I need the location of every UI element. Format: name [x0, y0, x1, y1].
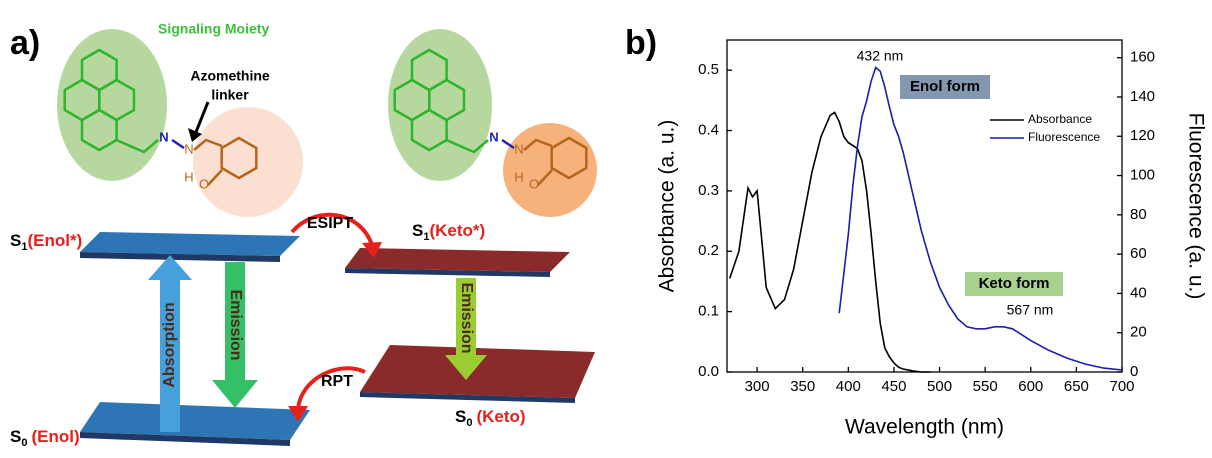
series-line	[730, 112, 931, 372]
arrow-label: RPT	[321, 373, 353, 390]
arrow-label: Emission	[458, 282, 475, 353]
y2-tick-label: 20	[1130, 324, 1147, 341]
arrow-label: Absorption	[161, 302, 178, 387]
y2-axis-title: Fluorescence (a. u.)	[1184, 113, 1207, 300]
arrow-label: ESIPT	[307, 215, 353, 232]
y-tick-label: 0.0	[698, 363, 719, 380]
x-tick-label: 600	[1018, 378, 1043, 395]
x-tick-label: 450	[881, 378, 906, 395]
y-tick-label: 0.5	[698, 61, 719, 78]
atom: O	[199, 176, 209, 191]
legend-label: Fluorescence	[1028, 130, 1100, 144]
level-label: S1(Keto*)	[412, 221, 485, 242]
x-tick-label: 700	[1109, 378, 1134, 395]
level-plate	[360, 345, 595, 398]
atom: N	[159, 129, 168, 144]
figure: a) Signaling Moiety Azomethine linker S1…	[0, 0, 1212, 458]
linker-label: Azomethine	[190, 68, 270, 84]
x-tick-label: 300	[745, 378, 770, 395]
atom: N	[184, 141, 193, 156]
atom: N	[489, 129, 498, 144]
x-axis-title: Wavelength (nm)	[845, 416, 1004, 439]
y2-tick-label: 160	[1130, 49, 1155, 66]
y-tick-label: 0.2	[698, 242, 719, 259]
y2-tick-label: 120	[1130, 127, 1155, 144]
x-tick-label: 500	[927, 378, 952, 395]
panel-a: a) Signaling Moiety Azomethine linker S1…	[10, 21, 597, 449]
moiety-label: Signaling Moiety	[158, 21, 269, 37]
level-plate	[80, 232, 300, 256]
level-label: S0(Enol)	[10, 427, 80, 448]
x-tick-label: 350	[790, 378, 815, 395]
level-plate	[345, 248, 570, 272]
y-tick-label: 0.1	[698, 303, 719, 320]
level-label: S0(Keto)	[455, 407, 526, 428]
annotation: Enol form	[910, 78, 980, 95]
x-tick-label: 400	[836, 378, 861, 395]
x-tick-label: 550	[973, 378, 998, 395]
y2-tick-label: 100	[1130, 167, 1155, 184]
panel-label: b)	[625, 24, 657, 62]
panel-label: a)	[10, 24, 40, 62]
y2-tick-label: 140	[1130, 88, 1155, 105]
y2-tick-label: 80	[1130, 206, 1147, 223]
y2-tick-label: 40	[1130, 284, 1147, 301]
level-label: S1(Enol*)	[10, 231, 82, 252]
y-tick-label: 0.3	[698, 182, 719, 199]
y2-tick-label: 60	[1130, 245, 1147, 262]
x-tick-label: 650	[1064, 378, 1089, 395]
y2-tick-label: 0	[1130, 363, 1138, 380]
atom: N	[514, 141, 523, 156]
legend-label: Absorbance	[1028, 112, 1092, 126]
bond	[172, 140, 184, 148]
atom: H	[514, 169, 523, 184]
annotation: Keto form	[979, 275, 1050, 292]
y-tick-label: 0.4	[698, 122, 719, 139]
moiety-highlight	[388, 29, 492, 181]
annotation: 432 nm	[857, 48, 904, 64]
annotation: 567 nm	[1007, 302, 1054, 318]
arrow-label: Emission	[227, 289, 244, 360]
phenol-highlight	[193, 107, 303, 217]
moiety-highlight	[57, 29, 167, 181]
atom: H	[184, 169, 193, 184]
linker-label: linker	[211, 87, 249, 103]
atom: O	[529, 176, 539, 191]
y-axis-title: Absorbance (a. u.)	[656, 120, 679, 293]
